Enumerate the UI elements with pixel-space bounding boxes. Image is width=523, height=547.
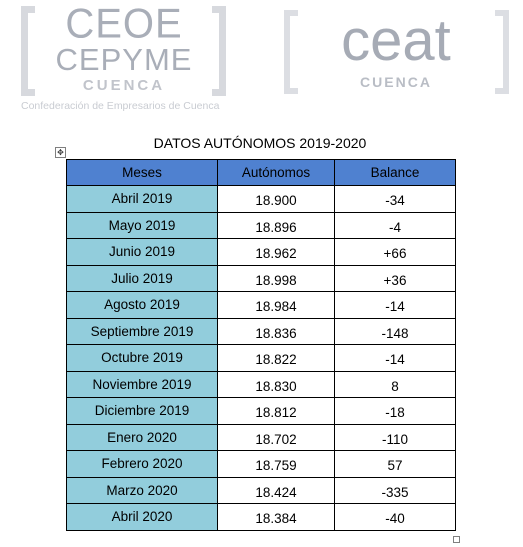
table-row: Enero 2020 18.702 -110 <box>66 423 456 451</box>
month-cell: Julio 2019 <box>66 264 218 292</box>
balance-cell: -110 <box>334 423 456 451</box>
autonomos-cell: 18.896 <box>217 211 335 239</box>
right-bracket <box>212 6 226 96</box>
header-balance: Balance <box>334 159 456 186</box>
ceat-logo-word: ceat <box>341 8 451 73</box>
table-header-row: Meses Autónomos Balance <box>66 159 456 186</box>
ceoe-logo-brackets <box>21 6 226 96</box>
table-row: Octubre 2019 18.822 -14 <box>66 344 456 372</box>
ceoe-logo-word: CEOE <box>65 0 183 48</box>
autonomos-cell: 18.984 <box>217 291 335 319</box>
autonomos-cell: 18.812 <box>217 397 335 425</box>
autonomos-cell: 18.822 <box>217 344 335 372</box>
table-row: Febrero 2020 18.759 57 <box>66 450 456 478</box>
balance-cell: -148 <box>334 317 456 345</box>
autonomos-cell: 18.830 <box>217 370 335 398</box>
ceoe-cepyme-logo: CEOE CEPYME CUENCA Confederación de Empr… <box>21 2 226 114</box>
resize-handle-icon[interactable] <box>453 536 460 543</box>
table-row: Julio 2019 18.998 +36 <box>66 264 456 292</box>
month-cell: Febrero 2020 <box>66 450 218 478</box>
table-row: Abril 2019 18.900 -34 <box>66 185 456 213</box>
balance-cell: 8 <box>334 370 456 398</box>
autonomos-cell: 18.424 <box>217 476 335 504</box>
ceoe-logo-city: CUENCA <box>82 77 166 94</box>
table-row: Junio 2019 18.962 +66 <box>66 238 456 266</box>
right-bracket <box>495 10 509 94</box>
month-cell: Abril 2019 <box>66 185 218 213</box>
autonomos-cell: 18.998 <box>217 264 335 292</box>
month-cell: Junio 2019 <box>66 238 218 266</box>
header-autonomos: Autónomos <box>217 159 335 186</box>
table-row: Marzo 2020 18.424 -335 <box>66 476 456 504</box>
table-row: Septiembre 2019 18.836 -148 <box>66 317 456 345</box>
balance-cell: -34 <box>334 185 456 213</box>
table-row: Agosto 2019 18.984 -14 <box>66 291 456 319</box>
month-cell: Diciembre 2019 <box>66 397 218 425</box>
autonomos-cell: 18.384 <box>217 503 335 531</box>
balance-cell: -335 <box>334 476 456 504</box>
balance-cell: -14 <box>334 344 456 372</box>
month-cell: Abril 2020 <box>66 503 218 531</box>
month-cell: Agosto 2019 <box>66 291 218 319</box>
balance-cell: -4 <box>334 211 456 239</box>
autonomos-cell: 18.702 <box>217 423 335 451</box>
autonomos-cell: 18.836 <box>217 317 335 345</box>
table-row: Mayo 2019 18.896 -4 <box>66 211 456 239</box>
autonomos-cell: 18.900 <box>217 185 335 213</box>
autonomos-cell: 18.759 <box>217 450 335 478</box>
cepyme-logo-word: CEPYME <box>55 42 193 77</box>
balance-cell: +36 <box>334 264 456 292</box>
month-cell: Noviembre 2019 <box>66 370 218 398</box>
balance-cell: 57 <box>334 450 456 478</box>
table-row: Diciembre 2019 18.812 -18 <box>66 397 456 425</box>
table-row: Noviembre 2019 18.830 8 <box>66 370 456 398</box>
autonomos-table: Meses Autónomos Balance Abril 2019 18.900… <box>66 159 456 531</box>
balance-cell: -18 <box>334 397 456 425</box>
balance-cell: +66 <box>334 238 456 266</box>
move-arrows-icon[interactable]: ✥ <box>55 147 66 158</box>
month-cell: Enero 2020 <box>66 423 218 451</box>
balance-cell: -40 <box>334 503 456 531</box>
month-cell: Marzo 2020 <box>66 476 218 504</box>
table-row: Abril 2020 18.384 -40 <box>66 503 456 531</box>
month-cell: Septiembre 2019 <box>66 317 218 345</box>
balance-cell: -14 <box>334 291 456 319</box>
ceoe-logo-tagline: Confederación de Empresarios de Cuenca <box>21 100 220 112</box>
header-meses: Meses <box>66 159 218 186</box>
left-bracket <box>284 10 298 94</box>
document-title: DATOS AUTÓNOMOS 2019-2020 <box>153 135 367 151</box>
month-cell: Octubre 2019 <box>66 344 218 372</box>
month-cell: Mayo 2019 <box>66 211 218 239</box>
ceat-logo-city: CUENCA <box>360 74 432 90</box>
left-bracket <box>21 6 35 96</box>
autonomos-cell: 18.962 <box>217 238 335 266</box>
ceat-logo: ceat CUENCA <box>284 10 509 96</box>
